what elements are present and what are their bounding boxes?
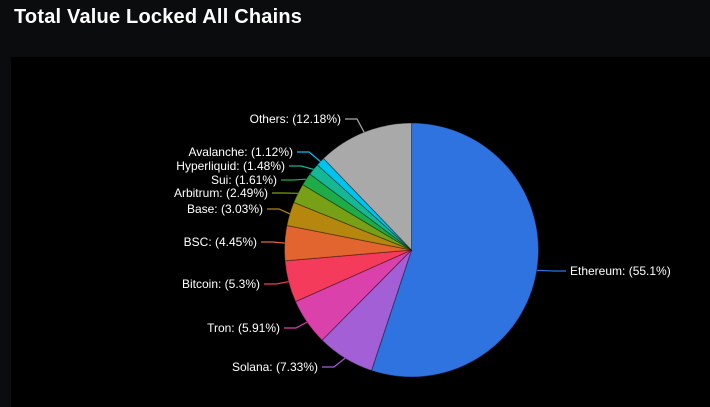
leader-line-bitcoin: [264, 281, 289, 285]
leader-line-bsc: [261, 241, 285, 244]
pie-slice-ethereum[interactable]: [370, 122, 539, 378]
leader-line-ethereum: [536, 269, 566, 272]
chart-panel: Ethereum: (55.1%) Solana: (7.33%) Tron: (5…: [11, 57, 710, 407]
pie-slice-bitcoin[interactable]: [284, 249, 412, 303]
leader-line-solana: [322, 357, 346, 368]
slice-label-bsc: BSC: (4.45%): [184, 235, 257, 249]
slice-label-arbitrum: Arbitrum: (2.49%): [174, 186, 268, 200]
slice-label-tron: Tron: (5.91%): [207, 321, 280, 335]
pie-slice-solana[interactable]: [321, 249, 412, 372]
pie-slice-hyperliquid[interactable]: [309, 164, 412, 251]
leader-line-hyperliquid: [289, 165, 314, 170]
slice-label-hyperliquid: Hyperliquid: (1.48%): [176, 159, 285, 173]
slice-label-solana: Solana: (7.33%): [232, 360, 318, 374]
page-title: Total Value Locked All Chains: [14, 6, 303, 28]
leader-line-avalanche: [297, 151, 321, 163]
slice-label-base: Base: (3.03%): [187, 202, 263, 216]
leader-line-sui: [281, 178, 307, 181]
tvl-pie-chart: Ethereum: (55.1%) Solana: (7.33%) Tron: (5…: [174, 112, 671, 378]
pie-slice-others[interactable]: [322, 122, 412, 252]
leader-line-others: [345, 118, 365, 133]
slice-label-avalanche: Avalanche: (1.12%): [188, 145, 293, 159]
leader-line-tron: [284, 321, 308, 329]
slice-label-others: Others: (12.18%): [250, 112, 341, 126]
slice-label-sui: Sui: (1.61%): [211, 173, 277, 187]
leader-line-base: [267, 208, 291, 215]
slice-label-ethereum: Ethereum: (55.1%): [570, 264, 671, 278]
slice-label-bitcoin: Bitcoin: (5.3%): [182, 277, 260, 291]
